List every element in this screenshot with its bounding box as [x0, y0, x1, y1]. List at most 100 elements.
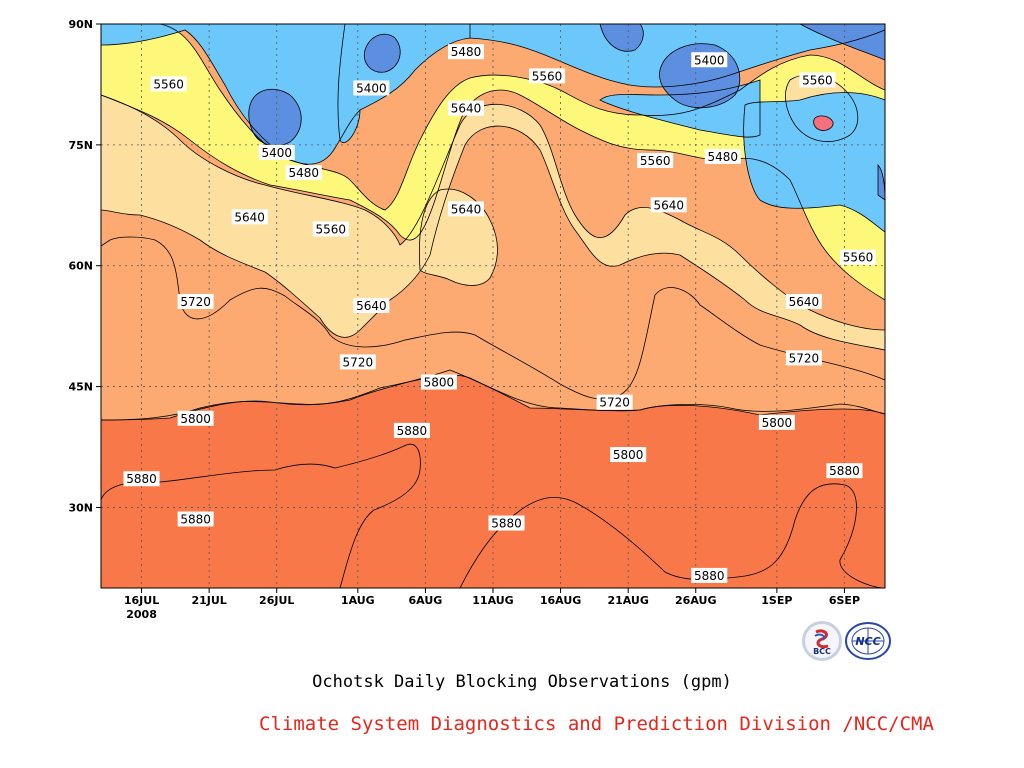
contour-label-bg — [393, 422, 430, 438]
contour-label: 5480 — [285, 165, 322, 181]
contour-label-text: 5800 — [762, 416, 793, 430]
x-tick-label: 6SEP — [829, 594, 860, 607]
contour-label-bg — [637, 152, 674, 168]
contour-label-bg — [150, 76, 187, 92]
contour-label-text: 5880 — [397, 424, 428, 438]
contour-label-text: 5560 — [316, 222, 347, 236]
contour-label-bg — [177, 293, 214, 309]
contour-label-text: 5720 — [343, 355, 374, 369]
contour-label-bg — [312, 221, 349, 237]
contour-label: 5560 — [637, 152, 674, 168]
contour-label: 5560 — [529, 68, 566, 84]
contour-label-text: 5480 — [451, 45, 482, 59]
contour-label: 5720 — [177, 293, 214, 309]
contour-label-bg — [447, 44, 484, 60]
contour-label-text: 5880 — [180, 513, 211, 527]
contour-label-text: 5640 — [356, 299, 387, 313]
contour-label-bg — [447, 100, 484, 116]
contour-label-bg — [177, 511, 214, 527]
contour-label-text: 5720 — [789, 351, 820, 365]
y-tick-label: 30N — [68, 501, 93, 514]
x-tick-sublabel: 2008 — [126, 608, 157, 621]
x-tick-label: 1SEP — [761, 594, 792, 607]
contour-label-bg — [799, 72, 836, 88]
contour-label: 5880 — [393, 422, 430, 438]
contour-label-bg — [758, 414, 795, 430]
bcc-logo-icon: BCC — [802, 621, 842, 661]
contour-label: 5400 — [353, 80, 390, 96]
contour-label-text: 5400 — [261, 146, 292, 160]
ncc-logo-text: NCC — [855, 635, 880, 648]
contour-label-bg — [826, 463, 863, 479]
contour-label: 5720 — [596, 394, 633, 410]
contour-label-bg — [285, 165, 322, 181]
contour-line-6 — [418, 188, 498, 286]
contour-label-text: 5800 — [180, 412, 211, 426]
contour-label: 5480 — [704, 148, 741, 164]
contour-band-11 — [813, 115, 834, 131]
contour-label: 5560 — [312, 221, 349, 237]
contour-label: 5800 — [610, 447, 647, 463]
contour-label-text: 5720 — [599, 396, 630, 410]
contour-label-bg — [529, 68, 566, 84]
contour-label: 5640 — [353, 298, 390, 313]
contour-label-text: 5640 — [451, 102, 482, 116]
contour-label: 5640 — [785, 293, 822, 309]
contour-label-text: 5640 — [234, 210, 265, 224]
contour-label: 5880 — [691, 567, 728, 583]
chart-title: Ochotsk Daily Blocking Observations (gpm… — [312, 672, 732, 692]
contour-label-text: 5880 — [491, 517, 522, 531]
contour-label-bg — [704, 148, 741, 164]
contour-line-5 — [100, 23, 886, 301]
contour-label: 5640 — [231, 209, 268, 225]
credit-line: Climate System Diagnostics and Predictio… — [259, 713, 934, 735]
contour-label: 5800 — [177, 410, 214, 426]
contour-label: 5880 — [488, 515, 525, 531]
contour-line-10 — [248, 23, 886, 201]
contour-label-text: 5560 — [153, 77, 184, 91]
y-tick-label: 45N — [68, 381, 93, 394]
contour-label-bg — [447, 201, 484, 217]
contour-label: 5880 — [177, 511, 214, 527]
contour-band-10 — [248, 24, 886, 200]
contour-label: 5640 — [447, 201, 484, 217]
contour-line-1 — [100, 444, 886, 589]
contour-label-bg — [258, 144, 295, 160]
x-tick-label: 11AUG — [472, 594, 513, 607]
contour-band-3 — [101, 237, 885, 420]
contour-band-9 — [743, 92, 885, 232]
x-tick-label: 21JUL — [191, 594, 226, 607]
x-tick-label: 16AUG — [540, 594, 581, 607]
contour-label-bg — [785, 293, 822, 309]
contour-label-bg — [123, 471, 160, 487]
contour-label: 5480 — [447, 44, 484, 60]
contour-label-text: 5640 — [789, 295, 820, 309]
contour-label: 5560 — [839, 249, 876, 265]
contour-label-text: 5560 — [532, 69, 563, 83]
contour-label-text: 5560 — [802, 73, 833, 87]
contour-label-text: 5800 — [613, 448, 644, 462]
contour-label-bg — [231, 209, 268, 225]
contour-label-bg — [339, 354, 376, 370]
contour-line-11 — [813, 115, 834, 131]
contour-label: 5640 — [650, 197, 687, 213]
contour-label-text: 5560 — [843, 251, 874, 265]
contour-label: 5720 — [339, 354, 376, 370]
contour-label-bg — [353, 80, 390, 96]
contour-band-4 — [101, 95, 885, 350]
bcc-logo-text: BCC — [813, 647, 831, 656]
contour-label-bg — [610, 447, 647, 463]
contour-line-9 — [743, 92, 886, 233]
contour-label-bg — [650, 197, 687, 213]
contour-label-text: 5640 — [451, 202, 482, 216]
contour-label-bg — [488, 515, 525, 531]
ncc-wmo-logo-icon: NCC — [844, 621, 892, 661]
contour-label: 5560 — [150, 76, 187, 92]
contour-label-bg — [596, 394, 633, 410]
y-tick-label: 90N — [68, 18, 93, 31]
contour-label-text: 5800 — [424, 376, 455, 390]
contour-label-bg — [177, 410, 214, 426]
contour-label: 5880 — [123, 471, 160, 487]
